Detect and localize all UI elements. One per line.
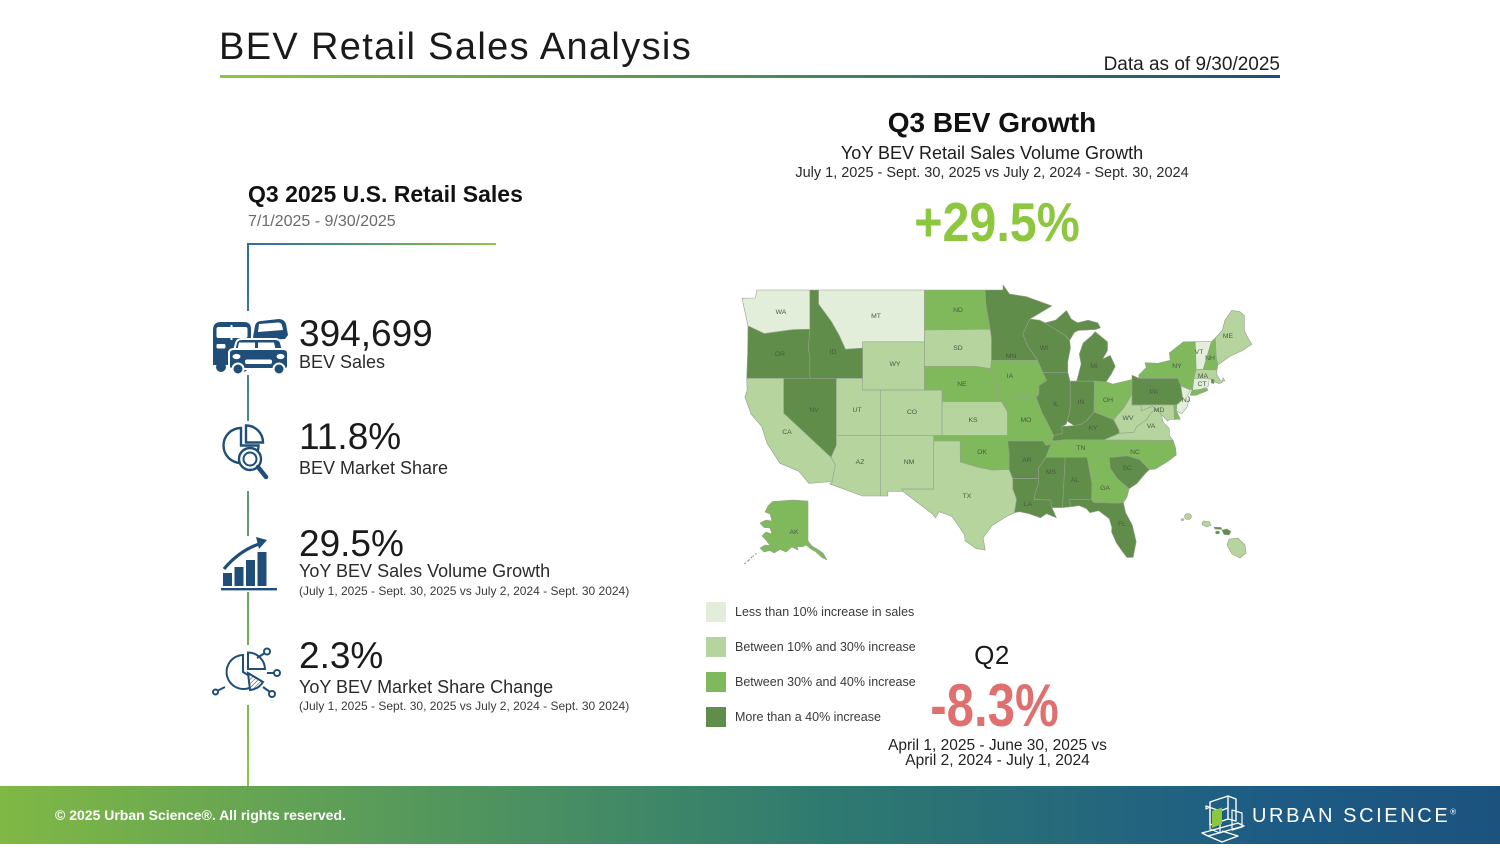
svg-text:TN: TN — [1076, 445, 1085, 452]
svg-text:AR: AR — [1022, 457, 1032, 464]
svg-text:GA: GA — [1100, 485, 1110, 492]
svg-text:OR: OR — [775, 351, 785, 358]
svg-text:OH: OH — [1103, 397, 1113, 404]
svg-text:VT: VT — [1195, 349, 1204, 356]
svg-text:IL: IL — [1053, 401, 1059, 408]
svg-text:OK: OK — [977, 449, 987, 456]
svg-text:SD: SD — [953, 345, 963, 352]
svg-text:IA: IA — [1007, 373, 1014, 380]
svg-text:AK: AK — [789, 529, 799, 536]
svg-text:CO: CO — [907, 409, 917, 416]
svg-text:NY: NY — [1172, 363, 1182, 370]
svg-text:VA: VA — [1147, 423, 1156, 430]
svg-text:MS: MS — [1046, 469, 1057, 476]
svg-text:NV: NV — [809, 407, 819, 414]
svg-text:NE: NE — [957, 381, 967, 388]
svg-text:ME: ME — [1223, 333, 1234, 340]
svg-text:CA: CA — [782, 429, 792, 436]
svg-text:ID: ID — [830, 349, 837, 356]
svg-text:WV: WV — [1123, 415, 1134, 422]
svg-text:UT: UT — [852, 407, 861, 414]
svg-text:ND: ND — [953, 307, 963, 314]
svg-text:MN: MN — [1006, 353, 1017, 360]
svg-text:MO: MO — [1021, 417, 1032, 424]
svg-text:NM: NM — [904, 459, 915, 466]
svg-text:SC: SC — [1122, 465, 1132, 472]
svg-text:MA: MA — [1198, 373, 1209, 380]
svg-text:KY: KY — [1088, 425, 1098, 432]
svg-text:WI: WI — [1040, 345, 1048, 352]
svg-text:AL: AL — [1071, 477, 1080, 484]
svg-text:MT: MT — [871, 313, 881, 320]
svg-text:NH: NH — [1205, 355, 1215, 362]
svg-text:FL: FL — [1118, 521, 1126, 528]
svg-text:IN: IN — [1078, 399, 1085, 406]
svg-text:MD: MD — [1154, 407, 1165, 414]
svg-text:CT: CT — [1197, 381, 1206, 388]
svg-text:TX: TX — [963, 493, 972, 500]
svg-text:PA: PA — [1150, 389, 1159, 396]
svg-text:AZ: AZ — [856, 459, 865, 466]
svg-text:WA: WA — [776, 309, 787, 316]
svg-text:NJ: NJ — [1182, 397, 1190, 404]
svg-text:NC: NC — [1130, 449, 1140, 456]
svg-text:WY: WY — [890, 361, 901, 368]
svg-text:MI: MI — [1090, 363, 1098, 370]
svg-text:LA: LA — [1024, 501, 1033, 508]
svg-text:KS: KS — [968, 417, 978, 424]
